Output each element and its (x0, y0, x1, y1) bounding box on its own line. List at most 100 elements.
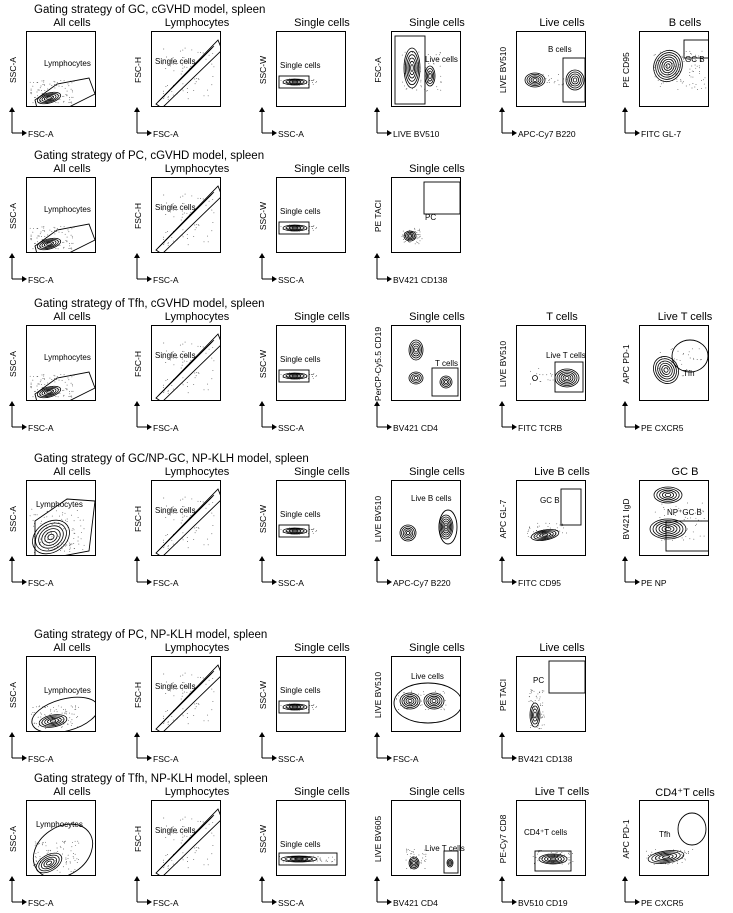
event-dot (434, 690, 436, 692)
event-dot (71, 96, 73, 98)
event-dot (30, 238, 32, 239)
event-dot (670, 349, 672, 351)
y-axis-label-text: SSC-W (258, 349, 268, 379)
event-dot (43, 83, 45, 85)
event-dot (567, 80, 569, 82)
y-arrow-head-icon (259, 732, 265, 737)
event-dot (416, 238, 418, 240)
event-dot (171, 539, 173, 541)
event-dot (527, 531, 529, 533)
contour-line (288, 705, 302, 709)
event-dot (530, 689, 532, 691)
y-axis-label: FSC-H (131, 185, 145, 247)
event-dot (703, 518, 705, 520)
plot-area (639, 480, 709, 556)
event-dot (198, 372, 200, 374)
y-axis-label-text: FSC-H (133, 203, 143, 229)
contour-line (43, 95, 55, 101)
event-dot (404, 240, 406, 242)
event-dot (198, 527, 200, 529)
event-dot (167, 721, 169, 723)
facs-panel: Single cells Live B cells LIVE BV510 APC-Cy… (369, 466, 473, 588)
event-dot (71, 719, 73, 721)
event-dot (555, 378, 557, 380)
event-dot (71, 390, 73, 392)
event-dot (569, 862, 571, 864)
event-dot (70, 234, 72, 236)
y-arrow-head-icon (622, 401, 628, 406)
contour-line (659, 56, 677, 76)
row-title: Gating strategy of Tfh, NP-KLH model, sp… (34, 773, 268, 785)
event-dot (163, 865, 165, 867)
event-dot (530, 688, 532, 690)
event-dot (409, 850, 411, 852)
event-dot (37, 241, 39, 243)
event-dot (187, 861, 188, 862)
event-dot (309, 80, 311, 82)
event-dot (681, 533, 682, 535)
event-dot (187, 717, 188, 718)
event-dot (53, 80, 55, 82)
event-dot (41, 239, 43, 240)
event-dot (66, 861, 67, 862)
event-dot (556, 852, 558, 854)
y-axis-label-text: APC PD-1 (621, 819, 631, 859)
event-dot (53, 710, 55, 712)
event-dot (43, 229, 45, 231)
event-dot (175, 209, 177, 211)
dot-plot (653, 39, 708, 90)
event-dot (71, 89, 73, 91)
event-dot (63, 848, 65, 850)
event-dot (163, 673, 165, 675)
panel-title: Single cells (294, 642, 350, 654)
contour-line (569, 73, 581, 87)
gate-label: Single cells (280, 686, 321, 695)
gate-label: Single cells (155, 682, 196, 691)
event-dot (287, 82, 289, 83)
event-dot (694, 60, 696, 62)
x-arrow-head-icon (635, 579, 640, 585)
event-dot (312, 532, 314, 534)
x-axis-label: FSC-A (153, 898, 179, 908)
event-dot (698, 65, 700, 67)
event-dot (529, 383, 531, 385)
event-dot (72, 96, 74, 98)
event-dot (694, 59, 696, 61)
event-dot (37, 389, 39, 391)
event-dot (568, 76, 570, 78)
event-dot (682, 81, 684, 83)
event-dot (41, 90, 42, 92)
event-dot (53, 226, 55, 228)
event-dot (536, 726, 538, 728)
plot-area (26, 656, 96, 732)
contour-line (294, 857, 304, 861)
event-dot (676, 851, 678, 853)
contour-line (282, 224, 308, 232)
dot-plot (29, 77, 95, 106)
event-dot (287, 707, 289, 708)
event-dot (538, 83, 540, 85)
event-dot (651, 851, 653, 853)
event-dot (69, 243, 71, 245)
event-dot (701, 50, 703, 52)
event-dot (702, 511, 704, 513)
event-dot (207, 720, 209, 722)
event-dot (66, 521, 68, 522)
event-dot (182, 229, 184, 231)
y-axis-label-text: PE TACI (373, 199, 383, 233)
event-dot (54, 233, 56, 235)
event-dot (167, 390, 169, 392)
contour-line (408, 60, 416, 76)
event-dot (692, 83, 694, 85)
event-dot (35, 706, 37, 708)
event-dot (679, 360, 681, 362)
gate-label: NP⁺GC B (667, 508, 702, 517)
event-dot (668, 527, 670, 529)
event-dot (165, 380, 167, 382)
event-dot (49, 83, 51, 85)
gate-label: Lymphocytes (44, 686, 91, 695)
contour-line (285, 373, 305, 379)
event-dot (671, 347, 673, 349)
event-dot (537, 693, 539, 695)
event-dot (551, 533, 553, 535)
